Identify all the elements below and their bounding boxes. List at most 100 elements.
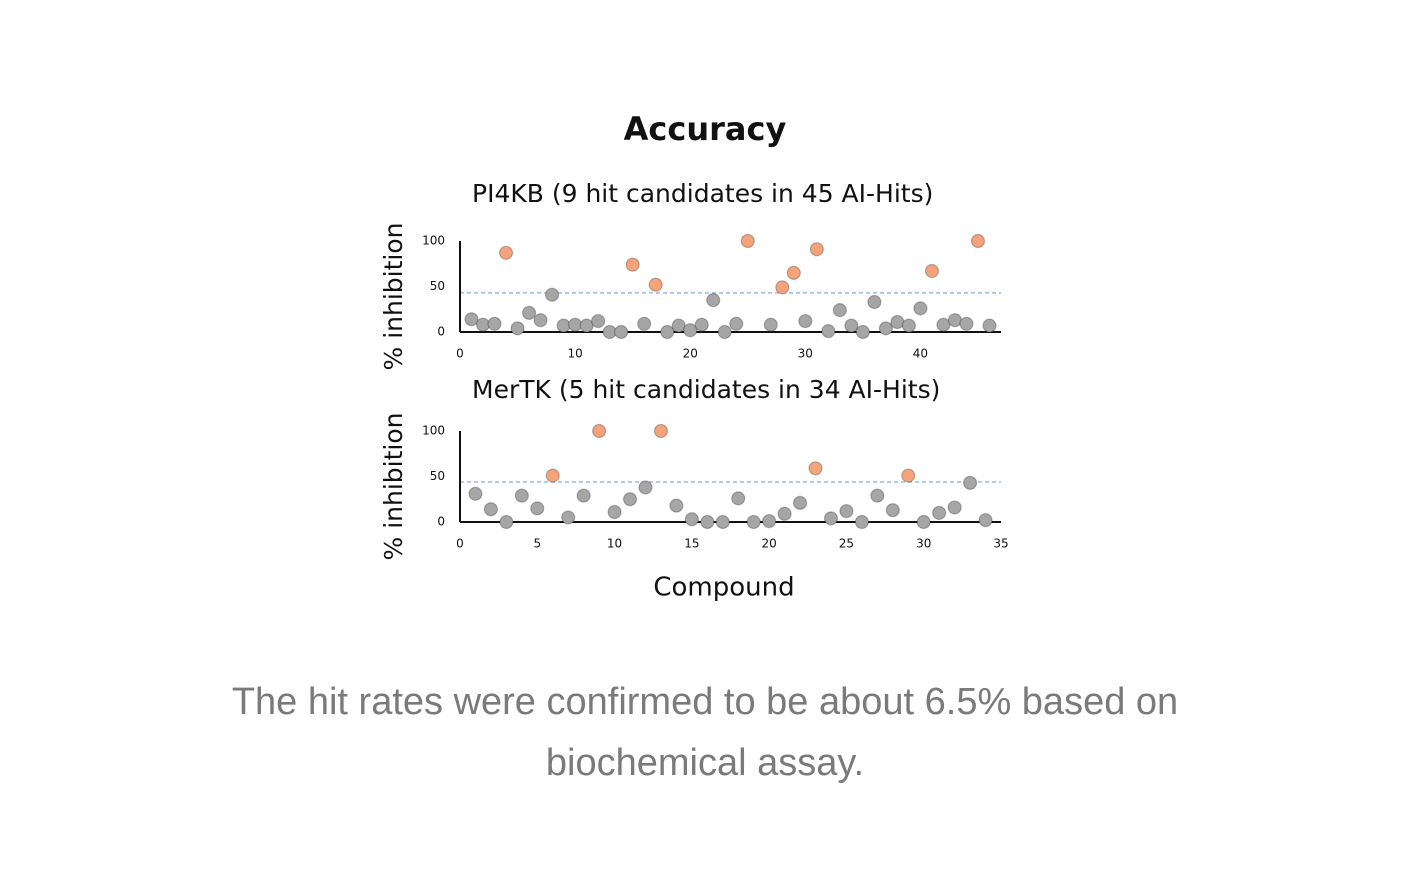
point [821,323,836,339]
point [717,324,732,340]
point [832,303,847,318]
point [885,503,900,518]
y-axis-label: % inhibition [379,413,408,561]
point [614,324,629,340]
x-tick-label: 0 [456,347,464,361]
point [913,301,928,316]
point [521,305,537,320]
y-axis-label: % inhibition [379,223,408,371]
x-tick-label: 25 [839,537,854,551]
point [839,503,854,519]
point [740,233,755,249]
point [901,468,916,483]
point [959,316,974,331]
y-tick-label: 0 [437,325,445,339]
y-tick-label: 50 [430,279,445,293]
point [638,480,653,495]
point [706,293,721,308]
point [510,321,525,336]
point [978,513,993,528]
point [982,318,997,333]
point [916,514,931,530]
point [746,514,761,530]
point [731,491,746,506]
chart-title: MerTK (5 hit candidates in 34 AI-Hits) [472,375,940,404]
point [792,495,808,510]
point [683,323,698,338]
point [700,514,715,530]
point [625,257,640,272]
x-tick-label: 20 [683,347,698,361]
x-tick-label: 30 [916,537,931,551]
y-tick-label: 50 [430,469,445,483]
point [637,316,652,331]
x-axis-label: Compound [653,573,794,603]
point [561,510,576,525]
point [544,287,560,302]
point [591,313,606,329]
point [592,423,607,439]
x-tick-label: 40 [913,347,928,361]
point [962,475,978,490]
point [798,313,813,329]
point [464,312,479,327]
point [487,316,502,331]
x-tick-label: 30 [798,347,813,361]
x-tick-label: 20 [762,537,777,551]
x-tick-label: 5 [533,537,541,551]
point [660,324,675,340]
chart: Accuracy Compound PI4KB (9 hit candidate… [379,110,1009,603]
x-tick-label: 0 [456,537,464,551]
main-title: Accuracy [624,110,787,148]
point [936,317,951,332]
y-tick-label: 100 [422,424,445,438]
point [808,461,823,476]
point [786,265,801,280]
point [762,513,777,529]
point [498,245,514,260]
point [775,280,790,295]
point [763,317,778,332]
point [671,318,686,333]
point [483,502,499,517]
point [867,294,882,310]
point [653,423,669,439]
point [715,514,730,530]
x-tick-label: 10 [567,347,582,361]
point [648,277,663,292]
point [878,321,893,336]
point [932,505,947,521]
x-tick-label: 35 [993,537,1008,551]
point [576,488,591,503]
point [468,486,483,501]
x-tick-label: 10 [607,537,622,551]
point [823,511,839,526]
point [514,488,529,503]
point [729,316,744,331]
point [684,512,699,527]
caption: The hit rates were confirmed to be about… [231,681,1179,784]
point [533,313,548,328]
point [870,488,885,503]
point [947,500,962,515]
point [970,233,986,249]
point [499,514,514,530]
point [777,506,792,521]
point [694,317,709,332]
y-tick-label: 0 [437,515,445,529]
chart-title: PI4KB (9 hit candidates in 45 AI-Hits) [472,179,933,208]
point [855,324,870,340]
point [545,468,560,483]
point [669,498,684,513]
point [607,504,622,520]
point [924,263,940,279]
point [622,492,638,507]
point [530,501,545,516]
y-tick-label: 100 [422,234,445,248]
point [901,318,917,333]
point [579,318,594,333]
x-tick-label: 15 [684,537,699,551]
point [854,514,869,530]
point [809,242,824,257]
